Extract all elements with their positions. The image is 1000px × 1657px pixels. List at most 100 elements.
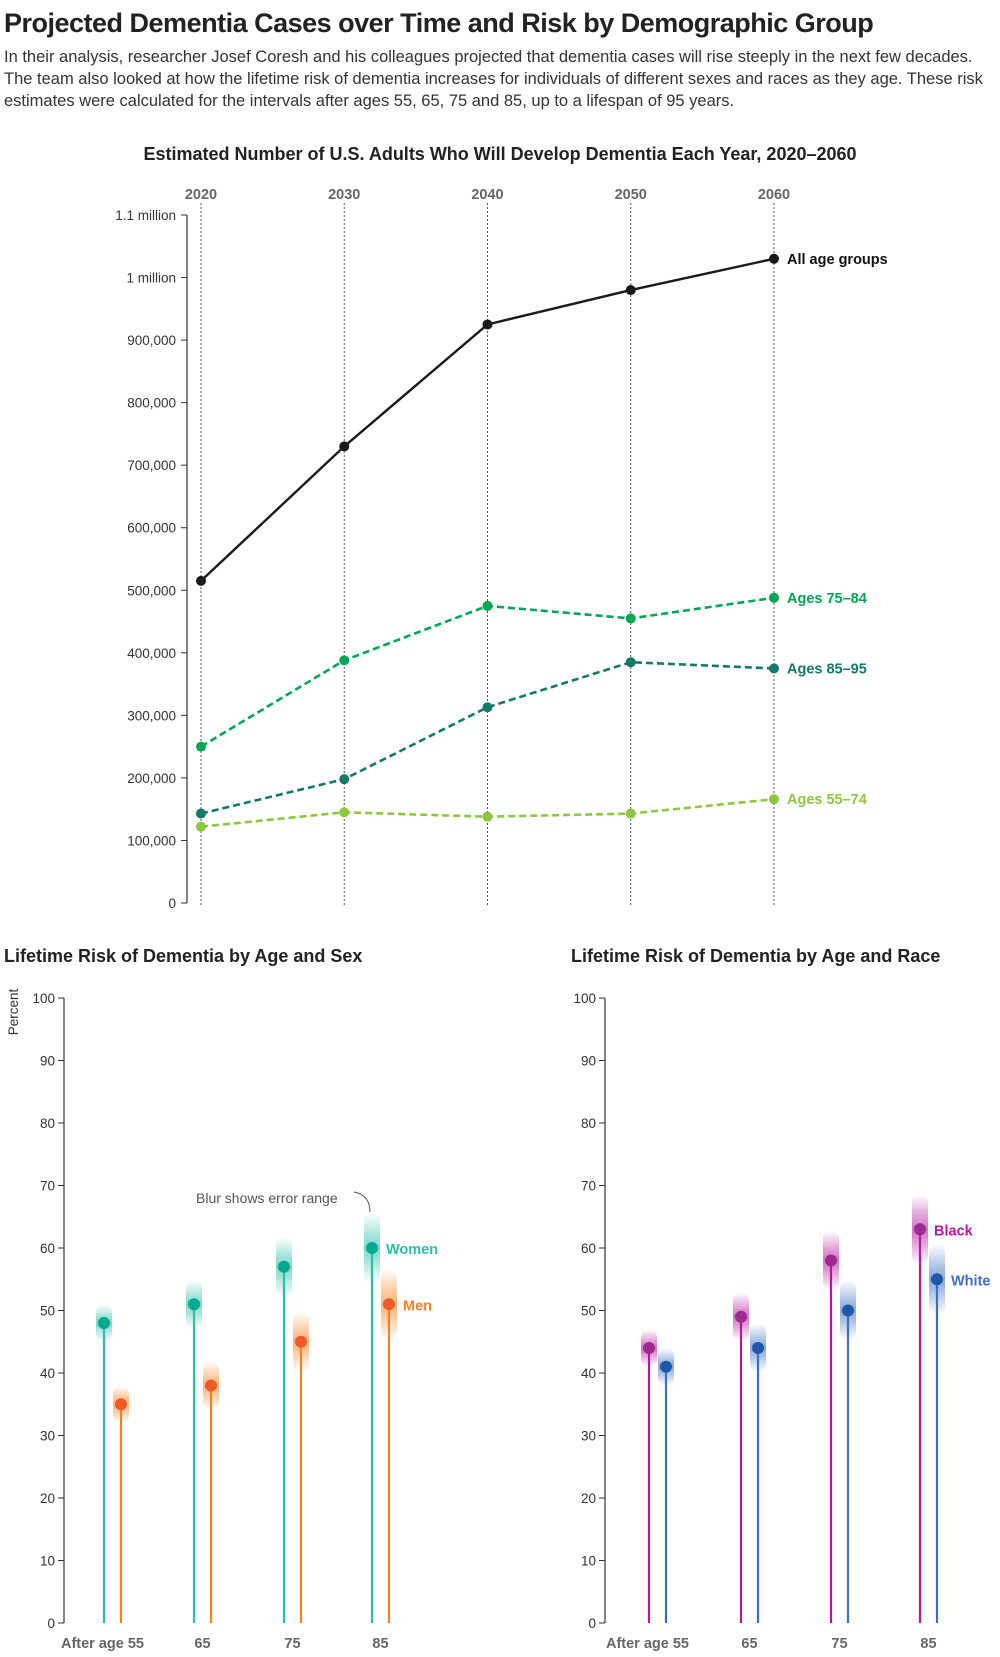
data-point bbox=[769, 663, 779, 674]
y-tick-label: 20 bbox=[581, 1491, 596, 1506]
y-tick-label: 30 bbox=[40, 1429, 55, 1444]
y-tick-label: 1.1 million bbox=[115, 208, 176, 223]
data-point bbox=[196, 821, 206, 832]
data-point bbox=[625, 613, 636, 624]
x-tick-label: 85 bbox=[372, 1636, 388, 1652]
y-tick-label: 50 bbox=[581, 1304, 596, 1319]
series-label: White bbox=[951, 1273, 990, 1289]
sex-chart-title: Lifetime Risk of Dementia by Age and Sex bbox=[4, 946, 362, 966]
series-label: Women bbox=[386, 1242, 438, 1258]
data-point bbox=[115, 1398, 127, 1411]
data-point bbox=[205, 1379, 217, 1392]
x-tick-label: 75 bbox=[284, 1636, 300, 1652]
y-tick-label: 200,000 bbox=[127, 771, 176, 786]
x-tick-label: 65 bbox=[741, 1636, 757, 1652]
y-tick-label: 90 bbox=[581, 1054, 596, 1069]
y-tick-label: 70 bbox=[40, 1179, 55, 1194]
y-tick-label: 300,000 bbox=[127, 708, 176, 723]
data-point bbox=[482, 600, 493, 611]
y-tick-label: 0 bbox=[588, 1616, 596, 1631]
y-tick-label: 70 bbox=[581, 1179, 596, 1194]
x-tick-label: 2060 bbox=[758, 187, 790, 203]
series-label: All age groups bbox=[787, 252, 888, 268]
data-point bbox=[482, 702, 493, 713]
y-tick-label: 400,000 bbox=[127, 646, 176, 661]
series-label: Men bbox=[403, 1298, 432, 1314]
data-point bbox=[339, 441, 350, 452]
race-chart-title: Lifetime Risk of Dementia by Age and Rac… bbox=[571, 946, 940, 966]
data-point bbox=[278, 1260, 290, 1273]
data-point bbox=[188, 1298, 200, 1311]
data-point bbox=[735, 1310, 747, 1323]
error-annotation: Blur shows error range bbox=[196, 1190, 338, 1206]
data-point bbox=[339, 807, 350, 818]
x-tick-label: 85 bbox=[920, 1636, 936, 1652]
data-point bbox=[482, 811, 493, 822]
page-description: In their analysis, researcher Josef Core… bbox=[4, 48, 983, 110]
y-tick-label: 800,000 bbox=[127, 396, 176, 411]
x-tick-label: 65 bbox=[194, 1636, 210, 1652]
y-tick-label: 900,000 bbox=[127, 333, 176, 348]
y-tick-label: 1 million bbox=[126, 271, 176, 286]
page-title: Projected Dementia Cases over Time and R… bbox=[4, 8, 874, 38]
x-tick-label: After age 55 bbox=[61, 1636, 144, 1652]
data-point bbox=[769, 592, 779, 603]
y-tick-label: 600,000 bbox=[127, 521, 176, 536]
series-label: Ages 85–95 bbox=[787, 661, 867, 677]
x-tick-label: 75 bbox=[831, 1636, 847, 1652]
x-tick-label: 2040 bbox=[471, 187, 503, 203]
data-point bbox=[98, 1317, 110, 1329]
y-tick-label: 90 bbox=[40, 1054, 55, 1069]
data-point bbox=[769, 794, 779, 805]
y-tick-label: 80 bbox=[581, 1116, 596, 1131]
y-tick-label: 50 bbox=[40, 1304, 55, 1319]
y-tick-label: 0 bbox=[168, 896, 176, 911]
series-label: Ages 75–84 bbox=[787, 591, 867, 607]
data-point bbox=[625, 808, 636, 819]
y-tick-label: 100 bbox=[573, 991, 596, 1006]
data-point bbox=[383, 1298, 395, 1311]
data-point bbox=[825, 1254, 837, 1267]
y-tick-label: 100 bbox=[32, 991, 55, 1006]
data-point bbox=[914, 1223, 926, 1236]
data-point bbox=[196, 575, 206, 586]
series-label: Black bbox=[934, 1223, 974, 1239]
series-label: Ages 55–74 bbox=[787, 792, 867, 808]
y-tick-label: 10 bbox=[581, 1554, 596, 1569]
y-tick-label: 30 bbox=[581, 1429, 596, 1444]
y-tick-label: 500,000 bbox=[127, 583, 176, 598]
x-tick-label: 2050 bbox=[615, 187, 647, 203]
line-chart-title: Estimated Number of U.S. Adults Who Will… bbox=[143, 144, 856, 164]
annotation-leader bbox=[353, 1191, 371, 1213]
data-point bbox=[482, 319, 493, 330]
data-point bbox=[752, 1342, 764, 1354]
x-tick-label: 2020 bbox=[185, 187, 217, 203]
data-point bbox=[625, 657, 636, 668]
y-axis-label: Percent bbox=[6, 988, 21, 1035]
y-tick-label: 60 bbox=[581, 1241, 596, 1256]
data-point bbox=[769, 253, 779, 264]
data-point bbox=[295, 1335, 307, 1348]
y-tick-label: 80 bbox=[40, 1116, 55, 1131]
y-tick-label: 20 bbox=[40, 1491, 55, 1506]
data-point bbox=[196, 741, 206, 752]
data-point bbox=[339, 774, 350, 785]
data-point bbox=[842, 1304, 854, 1317]
data-point bbox=[625, 285, 636, 296]
y-tick-label: 40 bbox=[581, 1366, 596, 1381]
data-point bbox=[931, 1273, 943, 1286]
data-point bbox=[196, 808, 206, 819]
y-tick-label: 100,000 bbox=[127, 833, 176, 848]
y-tick-label: 60 bbox=[40, 1241, 55, 1256]
y-tick-label: 10 bbox=[40, 1554, 55, 1569]
data-point bbox=[366, 1242, 378, 1254]
data-point bbox=[660, 1360, 672, 1373]
y-tick-label: 40 bbox=[40, 1366, 55, 1381]
y-tick-label: 0 bbox=[47, 1616, 55, 1631]
x-tick-label: 2030 bbox=[328, 187, 360, 203]
data-point bbox=[643, 1342, 655, 1354]
y-tick-label: 700,000 bbox=[127, 458, 176, 473]
data-point bbox=[339, 655, 350, 666]
x-tick-label: After age 55 bbox=[606, 1636, 689, 1652]
